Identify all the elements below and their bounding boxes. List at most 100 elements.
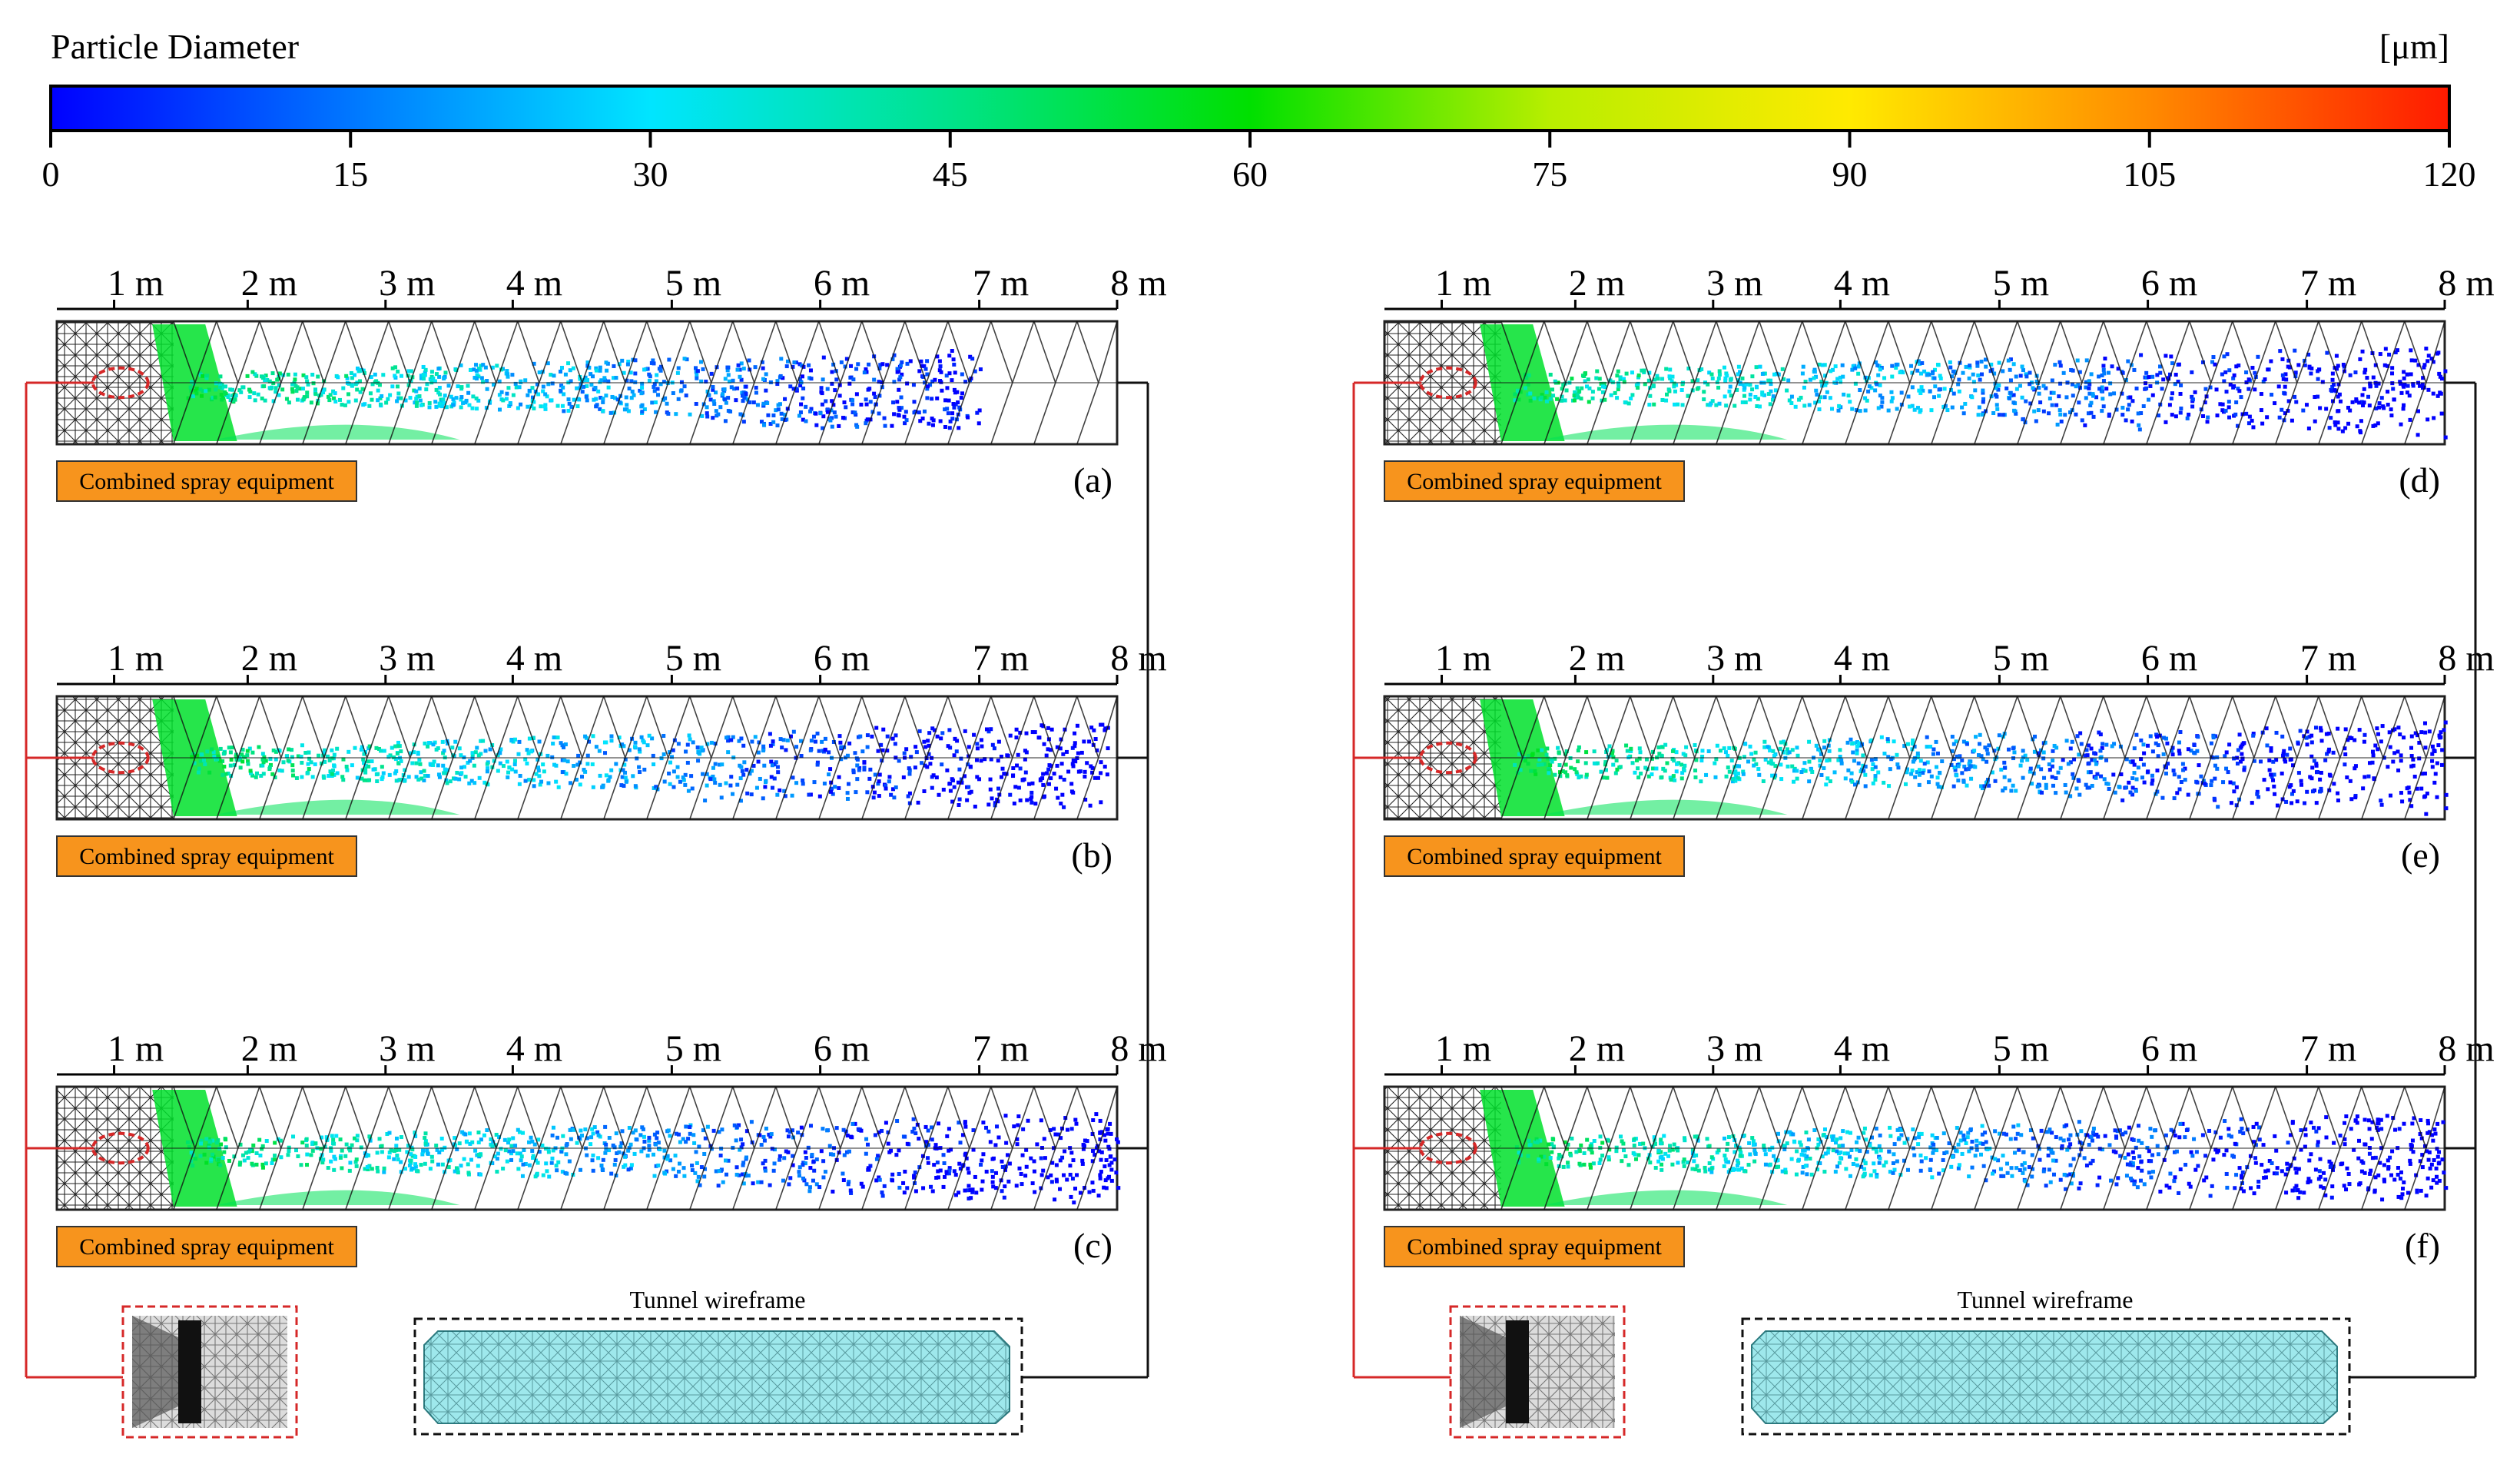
particle <box>947 1148 951 1153</box>
particle <box>1543 395 1547 400</box>
particle <box>739 377 744 382</box>
particle <box>234 758 239 762</box>
particle <box>604 740 608 745</box>
particle <box>250 1161 254 1166</box>
particle <box>513 769 518 774</box>
particle <box>2170 745 2175 750</box>
particle <box>975 775 980 779</box>
particle <box>485 762 489 766</box>
particle <box>1615 396 1620 400</box>
particle <box>1663 742 1668 747</box>
particle <box>546 1150 551 1154</box>
particle <box>2354 399 2359 403</box>
particle <box>678 779 682 784</box>
particle <box>591 734 595 739</box>
particle <box>1016 752 1020 757</box>
particle <box>655 387 660 391</box>
particle <box>2239 1187 2243 1191</box>
particle <box>1735 387 1739 392</box>
particle <box>665 401 669 406</box>
panel-label: (a) <box>1073 460 1112 500</box>
particle <box>709 1147 714 1151</box>
particle <box>585 384 589 388</box>
particle <box>327 758 332 762</box>
particle <box>1769 382 1773 387</box>
particle <box>2389 413 2394 418</box>
particle <box>877 393 882 398</box>
particle <box>2266 787 2270 792</box>
particle <box>2362 387 2366 391</box>
particle <box>2409 372 2413 377</box>
particle <box>2161 736 2166 740</box>
particle <box>2441 1120 2445 1124</box>
particle <box>1971 372 1975 377</box>
particle <box>977 777 982 782</box>
distance-tick-label: 2 m <box>1569 263 1625 304</box>
particle <box>1961 739 1966 744</box>
particle <box>1724 774 1729 779</box>
particle <box>1927 769 1931 774</box>
particle <box>1917 1131 1922 1136</box>
particle <box>311 381 316 386</box>
particle <box>259 773 264 778</box>
particle <box>2020 364 2024 369</box>
particle <box>988 777 993 782</box>
particle <box>1073 1187 1078 1191</box>
particle <box>753 365 758 370</box>
particle <box>529 1135 533 1140</box>
particle <box>1950 405 1955 410</box>
particle <box>2229 801 2233 805</box>
particle <box>478 1172 482 1177</box>
particle <box>1546 756 1550 761</box>
particle <box>2072 757 2077 762</box>
particle <box>1058 746 1063 751</box>
particle <box>1941 404 1946 409</box>
particle <box>2353 738 2357 742</box>
particle <box>1938 770 1942 775</box>
particle <box>412 750 416 755</box>
particle <box>642 1134 646 1139</box>
particle <box>1810 769 1815 774</box>
particle <box>899 406 904 410</box>
particle <box>230 745 234 750</box>
particle <box>784 748 788 752</box>
particle <box>622 407 627 412</box>
particle <box>1616 387 1620 392</box>
particle <box>199 1141 204 1146</box>
particle <box>226 772 230 776</box>
particle <box>1731 777 1736 782</box>
particle <box>737 1173 741 1177</box>
particle <box>2087 743 2091 748</box>
particle <box>2130 759 2135 764</box>
particle <box>2150 778 2155 782</box>
particle <box>916 800 920 805</box>
particle <box>890 787 895 792</box>
particle <box>1513 392 1517 397</box>
particle <box>708 777 713 782</box>
particle <box>2343 426 2348 430</box>
particle <box>2299 779 2303 783</box>
particle <box>930 379 935 384</box>
particle <box>872 790 877 795</box>
particle <box>2154 732 2159 737</box>
particle <box>2426 1121 2431 1126</box>
particle <box>302 395 307 400</box>
particle <box>1563 752 1567 756</box>
particle <box>346 400 351 404</box>
particle <box>361 368 366 373</box>
particle <box>698 1183 702 1187</box>
particle <box>2376 381 2381 386</box>
particle <box>779 411 784 416</box>
particle <box>1922 369 1927 374</box>
particle <box>943 425 947 430</box>
particle <box>649 360 654 365</box>
particle <box>1825 390 1829 394</box>
particle <box>1029 1156 1033 1161</box>
particle <box>1081 1147 1086 1151</box>
particle <box>794 387 799 392</box>
particle <box>735 782 740 787</box>
particle <box>2020 759 2024 763</box>
particle <box>920 364 924 368</box>
particle <box>2232 756 2236 761</box>
